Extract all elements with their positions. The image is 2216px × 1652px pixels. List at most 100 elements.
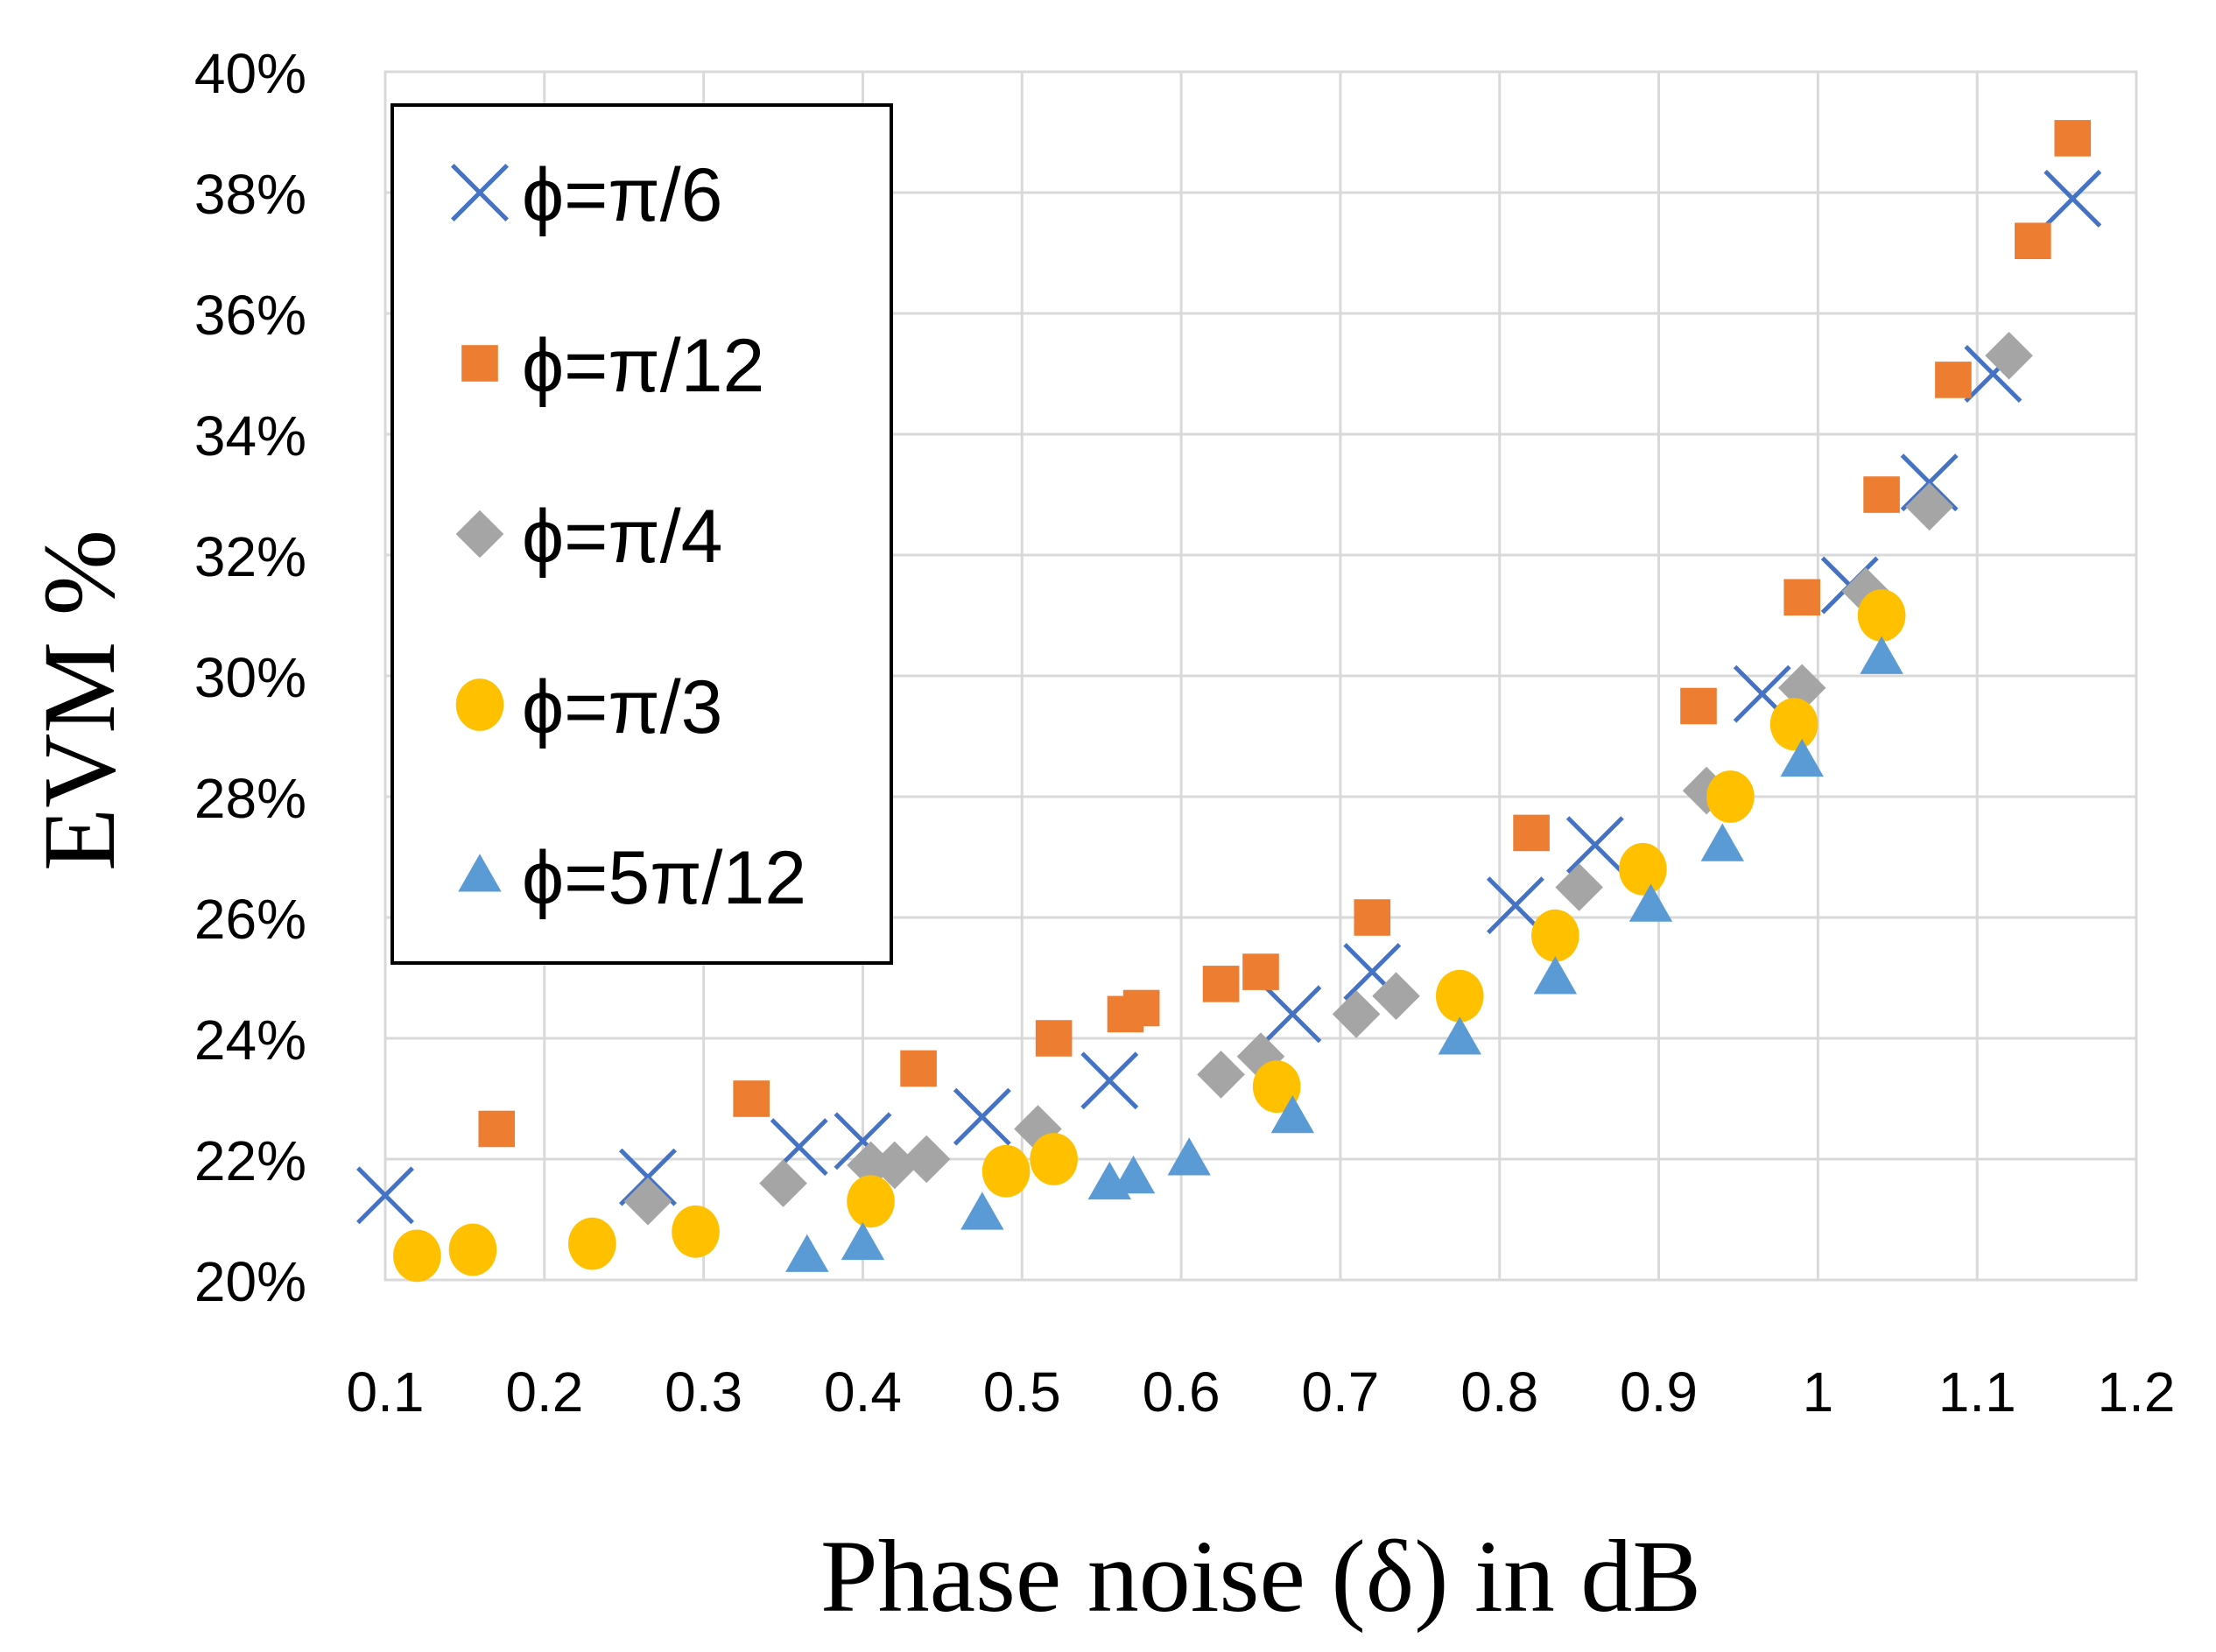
data-point-triangle — [1700, 823, 1744, 861]
legend-marker-diamond — [455, 510, 504, 559]
x-tick-label: 0.3 — [665, 1360, 742, 1424]
data-point-circle — [847, 1175, 895, 1228]
data-point-triangle — [1780, 738, 1824, 777]
data-point-circle — [1857, 589, 1906, 642]
series-square — [478, 120, 2092, 1148]
axes: 0.1 0.2 0.3 0.4 0.5 0.6 0.7 0.8 0.9 1 1.1 1.2 20% 22%… — [194, 42, 2176, 1424]
data-point-circle — [1030, 1133, 1078, 1185]
data-point-circle — [1252, 1060, 1301, 1114]
data-point-x — [1900, 453, 1959, 512]
data-point-circle — [672, 1205, 720, 1258]
data-point-x — [619, 1148, 677, 1206]
data-point-x — [1486, 876, 1544, 935]
data-point-diamond — [1332, 990, 1381, 1038]
legend-marker-square — [461, 345, 498, 382]
data-point-square — [1783, 579, 1820, 616]
series-circle — [393, 589, 1906, 1283]
x-tick-label: 0.4 — [824, 1360, 902, 1424]
x-tick-label: 0.5 — [983, 1360, 1061, 1424]
y-tick-label: 36% — [194, 284, 306, 347]
legend-label: ϕ=π/6 — [522, 153, 722, 237]
x-tick-label: 1.2 — [2098, 1360, 2176, 1424]
x-tick-label: 0.1 — [347, 1360, 425, 1424]
data-point-circle — [981, 1144, 1031, 1198]
legend-label: ϕ=π/12 — [522, 324, 764, 408]
data-point-diamond — [870, 1141, 919, 1190]
data-point-circle — [568, 1217, 616, 1270]
data-point-x — [356, 1166, 414, 1225]
data-point-diamond — [902, 1135, 951, 1184]
x-tick-label: 0.7 — [1301, 1360, 1379, 1424]
data-point-circle — [1706, 770, 1755, 823]
data-point-diamond — [1555, 863, 1603, 911]
y-axis-title: EVM % — [22, 530, 137, 871]
y-tick-label: 32% — [194, 525, 306, 588]
data-point-circle — [448, 1223, 497, 1276]
data-point-square — [1242, 953, 1279, 990]
data-point-square — [1035, 1020, 1073, 1057]
x-tick-label: 1.1 — [1938, 1360, 2016, 1424]
legend: ϕ=π/6 ϕ=π/12 ϕ=π/4 ϕ=π/3 ϕ=5π/12 — [390, 103, 893, 965]
data-point-square — [1202, 966, 1240, 1002]
data-point-circle — [1531, 909, 1579, 962]
data-point-circle — [393, 1229, 441, 1283]
y-tick-label: 38% — [194, 163, 306, 226]
data-point-circle — [1435, 969, 1484, 1023]
data-point-diamond — [1905, 482, 1953, 531]
data-point-square — [2015, 222, 2051, 259]
data-point-square — [1680, 687, 1717, 725]
data-point-diamond — [1985, 332, 2033, 380]
data-point-triangle — [785, 1234, 829, 1272]
legend-item: ϕ=π/4 — [455, 495, 722, 579]
series-x — [356, 169, 2102, 1225]
legend-label: ϕ=π/4 — [522, 495, 722, 579]
legend-label: ϕ=π/3 — [522, 665, 722, 749]
data-point-triangle — [1270, 1095, 1315, 1134]
data-point-triangle — [1111, 1156, 1156, 1194]
data-point-triangle — [1167, 1137, 1211, 1176]
data-point-triangle — [841, 1221, 885, 1261]
y-tick-label: 40% — [194, 42, 306, 105]
data-point-square — [1354, 899, 1391, 936]
x-tick-label: 0.6 — [1143, 1360, 1221, 1424]
legend-marker-triangle — [458, 854, 502, 892]
data-point-x — [953, 1087, 1011, 1146]
x-tick-label: 0.9 — [1620, 1360, 1698, 1424]
series-triangle — [785, 636, 1903, 1272]
y-tick-label: 22% — [194, 1129, 306, 1192]
x-tick-label: 0.2 — [505, 1360, 583, 1424]
data-point-square — [478, 1110, 516, 1148]
y-tick-label: 28% — [194, 767, 306, 830]
data-point-square — [733, 1080, 770, 1117]
data-point-x — [2044, 169, 2102, 228]
data-point-x — [1263, 985, 1322, 1044]
y-tick-label: 26% — [194, 888, 306, 951]
data-point-circle — [1619, 842, 1667, 896]
legend-marker-x — [451, 164, 509, 221]
legend-marker-circle — [455, 678, 504, 731]
legend-label: ϕ=5π/12 — [522, 836, 806, 920]
data-point-diamond — [623, 1177, 672, 1226]
data-point-x — [1080, 1051, 1139, 1110]
data-point-triangle — [1629, 883, 1673, 922]
y-tick-label: 24% — [194, 1009, 306, 1072]
legend-item: ϕ=π/6 — [451, 153, 722, 237]
data-point-triangle — [1860, 636, 1903, 674]
data-point-square — [1863, 476, 1900, 513]
data-point-diamond — [1197, 1051, 1245, 1099]
y-tick-label: 30% — [194, 646, 306, 709]
data-point-square — [900, 1050, 937, 1087]
x-tick-label: 1 — [1803, 1360, 1834, 1424]
data-point-square — [1122, 989, 1160, 1027]
data-point-triangle — [1533, 956, 1578, 995]
data-point-triangle — [1438, 1016, 1481, 1055]
data-point-square — [1513, 814, 1550, 852]
y-tick-label: 20% — [194, 1250, 306, 1313]
data-point-diamond — [1372, 972, 1420, 1020]
x-tick-label: 0.8 — [1460, 1360, 1538, 1424]
plot-area-border — [383, 70, 2138, 1282]
x-axis-title: Phase noise (δ) in dB — [820, 1519, 1701, 1634]
data-point-circle — [1769, 698, 1819, 751]
